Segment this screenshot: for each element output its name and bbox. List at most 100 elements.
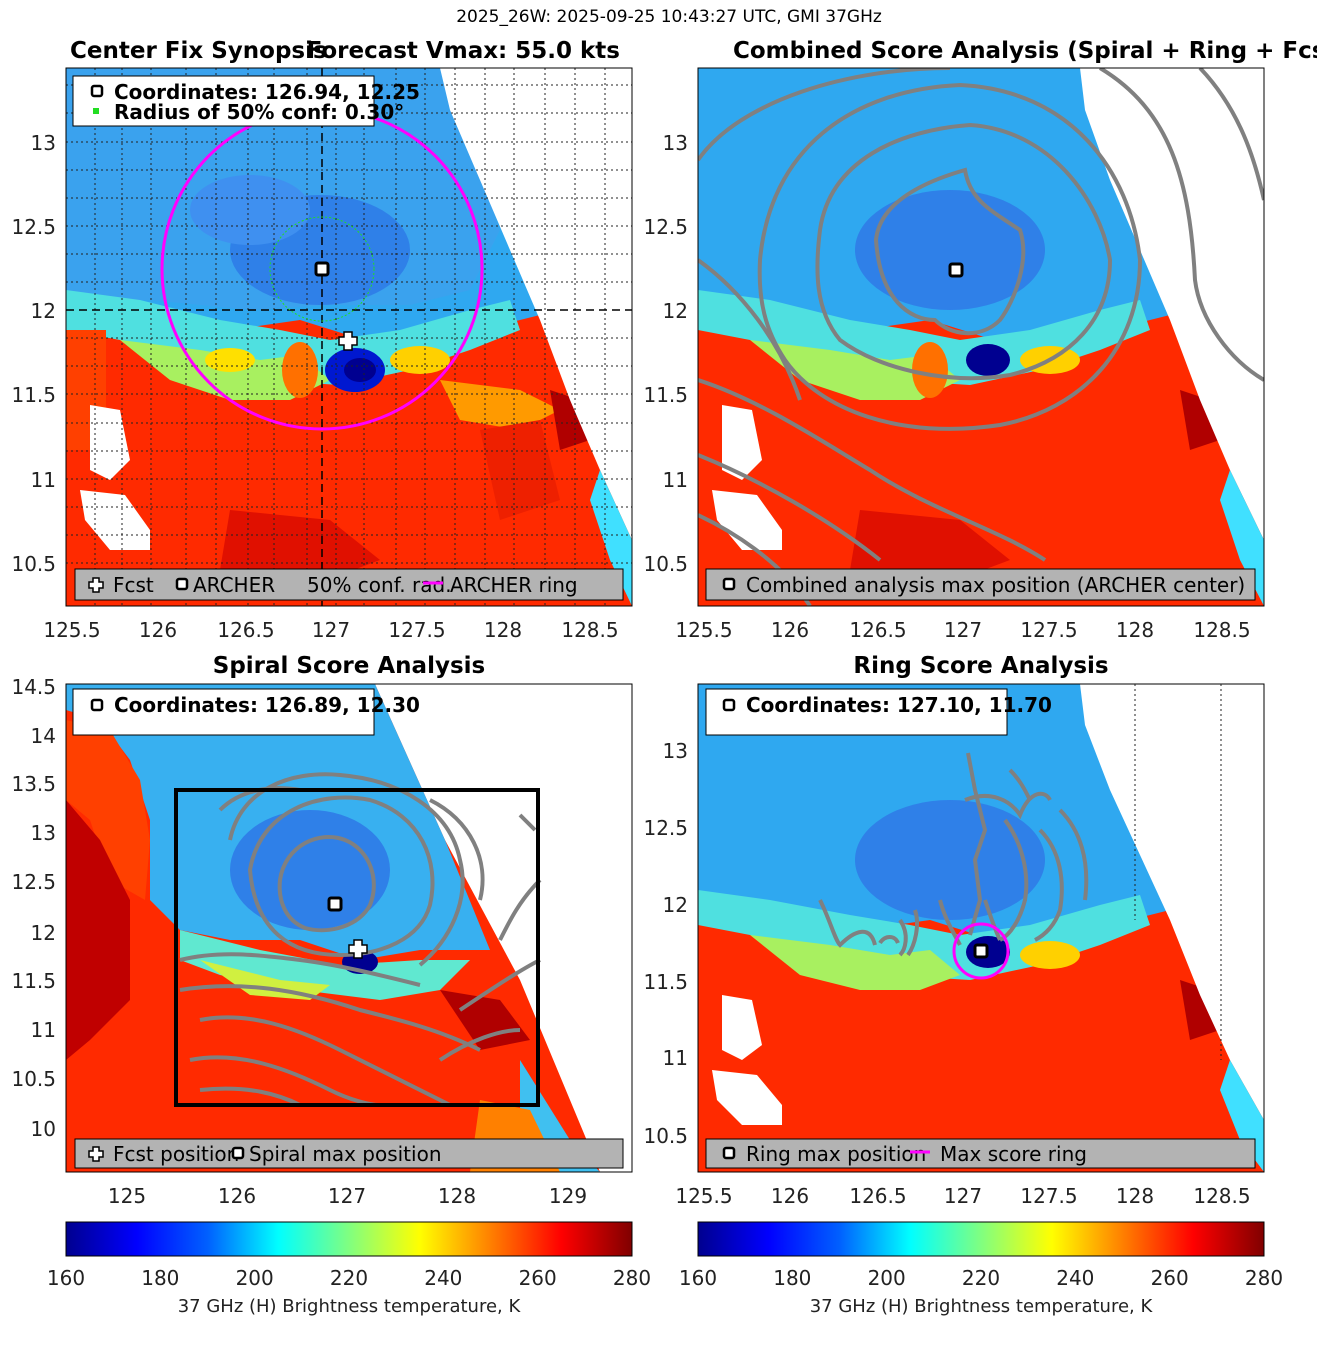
svg-text:13: 13 (663, 131, 688, 155)
svg-text:10: 10 (31, 1117, 56, 1141)
spiral-fcst-marker (348, 939, 368, 959)
ring-max-marker (973, 943, 989, 959)
svg-text:12: 12 (663, 299, 688, 323)
colorbar-left-label: 37 GHz (H) Brightness temperature, K (178, 1296, 522, 1317)
fcst-marker (338, 331, 358, 351)
svg-text:126.5: 126.5 (849, 618, 906, 642)
svg-text:13: 13 (31, 821, 56, 845)
svg-text:13: 13 (663, 739, 688, 763)
spiral-info-box: Coordinates: 126.89, 12.30 (72, 688, 420, 736)
max-score-ring (952, 922, 1010, 980)
colorbar-tick-label: 180 (773, 1266, 811, 1290)
svg-text:11.5: 11.5 (11, 383, 56, 407)
svg-text:11: 11 (31, 468, 56, 492)
svg-text:126.5: 126.5 (849, 1184, 906, 1208)
colorbar-right: 160 180 200 220 240 260 280 37 GHz (H) Brightn… (679, 1221, 1283, 1317)
ring-title: Ring Score Analysis (853, 653, 1108, 679)
ring-panel: Coordinates: 127.10, 11.70 Ring max posi… (643, 683, 1265, 1208)
synopsis-vmax-title: Forecast Vmax: 55.0 kts (307, 38, 620, 64)
svg-text:128.5: 128.5 (561, 618, 618, 642)
colorbar-right-label: 37 GHz (H) Brightness temperature, K (810, 1296, 1154, 1317)
colorbar-right-ticks: 160 180 200 220 240 260 280 (679, 1266, 1283, 1290)
ring-coordinates: Coordinates: 127.10, 11.70 (746, 693, 1052, 717)
svg-text:12.5: 12.5 (11, 215, 56, 239)
svg-text:128.5: 128.5 (1193, 1184, 1250, 1208)
svg-text:13: 13 (31, 131, 56, 155)
synopsis-info-box: Coordinates: 126.94, 12.25 Radius of 50%… (72, 75, 420, 127)
svg-text:11.5: 11.5 (11, 969, 56, 993)
legend-ring: ARCHER ring (450, 573, 578, 597)
svg-text:12: 12 (663, 893, 688, 917)
spiral-max-marker (327, 896, 343, 912)
svg-text:127: 127 (328, 1184, 366, 1208)
svg-text:126: 126 (771, 1184, 809, 1208)
synopsis-coordinates: Coordinates: 126.94, 12.25 (114, 80, 420, 104)
svg-text:12.5: 12.5 (11, 870, 56, 894)
combined-axis-ticks: 13 12.5 12 11.5 11 10.5 125.5 126 126.5 … (643, 131, 1250, 642)
ring-contours (818, 752, 1089, 957)
svg-text:127: 127 (944, 618, 982, 642)
spiral-panel: Coordinates: 126.89, 12.30 Fcst position… (11, 675, 633, 1208)
svg-text:11.5: 11.5 (643, 383, 688, 407)
colorbar-tick-label: 200 (868, 1266, 906, 1290)
svg-text:13.5: 13.5 (11, 772, 56, 796)
ring-info-box: Coordinates: 127.10, 11.70 (705, 688, 1052, 736)
combined-panel: Combined analysis max position (ARCHER c… (643, 67, 1265, 642)
synopsis-title: Center Fix Synopsis (70, 38, 327, 64)
spiral-axis-ticks: 14.5 14 13.5 13 12.5 12 11.5 11 10.5 10 … (11, 675, 587, 1208)
combined-legend: Combined analysis max position (ARCHER c… (705, 568, 1256, 601)
ring-legend-ring: Max score ring (940, 1142, 1087, 1166)
svg-text:14.5: 14.5 (11, 675, 56, 699)
spiral-legend: Fcst position Spiral max position (74, 1138, 624, 1169)
svg-text:126.5: 126.5 (217, 618, 274, 642)
combined-heatmap (698, 68, 1264, 606)
svg-text:125.5: 125.5 (43, 618, 100, 642)
colorbar-right-scale (697, 1221, 1265, 1257)
svg-text:11: 11 (663, 468, 688, 492)
ring-heatmap (698, 684, 1264, 1172)
svg-text:10.5: 10.5 (11, 1067, 56, 1091)
legend-conf: 50% conf. rad. (307, 573, 452, 597)
svg-text:126: 126 (139, 618, 177, 642)
colorbar-tick-label: 160 (679, 1266, 717, 1290)
suptitle: 2025_26W: 2025-09-25 10:43:27 UTC, GMI 3… (456, 7, 882, 27)
svg-text:10.5: 10.5 (643, 1124, 688, 1148)
svg-text:128: 128 (1116, 618, 1154, 642)
spiral-search-box (174, 788, 540, 1107)
colorbar-left-scale (65, 1221, 633, 1257)
ring-axis-ticks: 13 12.5 12 11.5 11 10.5 125.5 126 126.5 … (643, 739, 1250, 1208)
colorbar-tick-label: 160 (47, 1266, 85, 1290)
svg-text:127.5: 127.5 (1020, 618, 1077, 642)
synopsis-heatmap (66, 68, 632, 606)
svg-text:11: 11 (663, 1046, 688, 1070)
ring-grid (1134, 684, 1222, 1060)
colorbar-left-ticks: 160 180 200 220 240 260 280 (47, 1266, 651, 1290)
svg-text:128.5: 128.5 (1193, 618, 1250, 642)
ring-legend: Ring max position Max score ring (705, 1138, 1256, 1169)
combined-title: Combined Score Analysis (Spiral + Ring +… (733, 38, 1317, 64)
spiral-coordinates: Coordinates: 126.89, 12.30 (114, 693, 420, 717)
svg-text:12: 12 (31, 921, 56, 945)
colorbar-tick-label: 280 (613, 1266, 651, 1290)
svg-text:12.5: 12.5 (643, 215, 688, 239)
svg-text:129: 129 (549, 1184, 587, 1208)
combined-legend-text: Combined analysis max position (ARCHER c… (746, 573, 1245, 597)
combined-max-marker (948, 262, 964, 278)
colorbar-tick-label: 180 (141, 1266, 179, 1290)
colorbar-tick-label: 260 (1151, 1266, 1189, 1290)
svg-text:127.5: 127.5 (388, 618, 445, 642)
synopsis-radius: Radius of 50% conf: 0.30° (114, 100, 404, 124)
colorbar-tick-label: 240 (424, 1266, 462, 1290)
svg-text:127: 127 (312, 618, 350, 642)
synopsis-legend: Fcst ARCHER 50% conf. rad. ARCHER ring (74, 568, 624, 601)
spiral-legend-max: Spiral max position (249, 1142, 442, 1166)
svg-text:125.5: 125.5 (675, 1184, 732, 1208)
svg-text:128: 128 (1116, 1184, 1154, 1208)
colorbar-tick-label: 220 (330, 1266, 368, 1290)
colorbar-tick-label: 260 (519, 1266, 557, 1290)
svg-text:12: 12 (31, 299, 56, 323)
colorbar-tick-label: 280 (1245, 1266, 1283, 1290)
combined-contours (698, 68, 1264, 606)
svg-text:125: 125 (108, 1184, 146, 1208)
